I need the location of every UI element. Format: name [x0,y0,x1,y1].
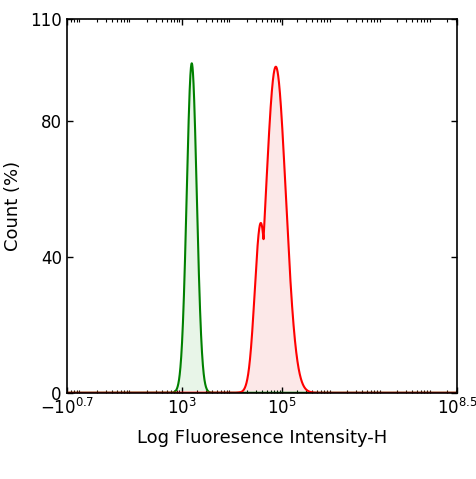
Y-axis label: Count (%): Count (%) [4,161,22,251]
X-axis label: Log Fluoresence Intensity-H: Log Fluoresence Intensity-H [137,429,387,447]
